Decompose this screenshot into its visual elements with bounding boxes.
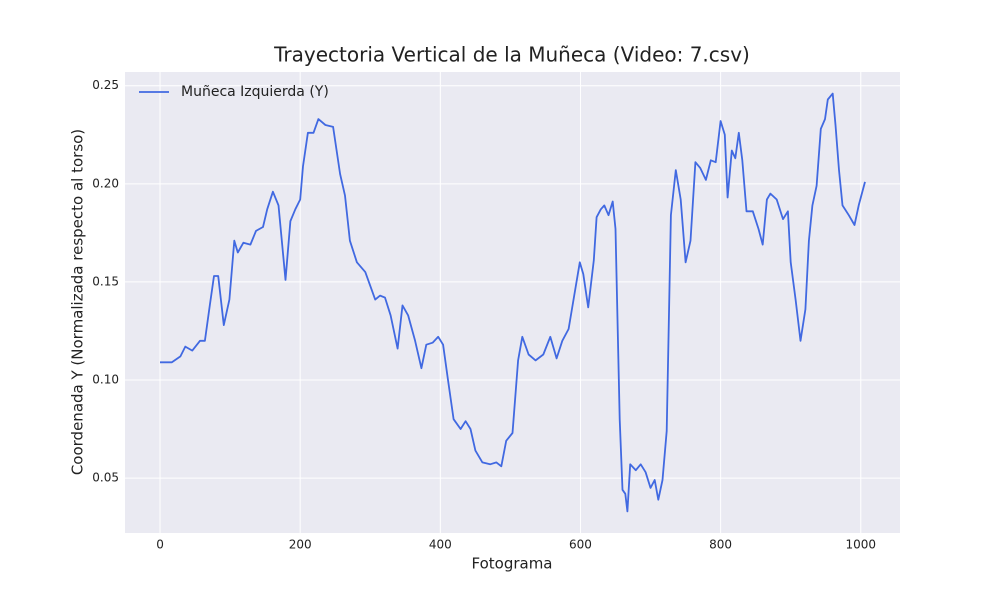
plot-area [125, 72, 900, 533]
y-tick-label: 0.25 [92, 78, 119, 92]
y-tick-label: 0.10 [92, 372, 119, 386]
y-tick-label: 0.05 [92, 471, 119, 485]
y-tick-label: 0.20 [92, 176, 119, 190]
x-axis-label: Fotograma [471, 555, 552, 573]
x-tick-label: 200 [289, 538, 312, 552]
legend-label: Muñeca Izquierda (Y) [181, 84, 329, 100]
y-axis-label: Coordenada Y (Normalizada respecto al to… [69, 129, 87, 475]
x-tick-label: 1000 [845, 538, 876, 552]
data-line [160, 92, 866, 513]
x-tick-label: 400 [429, 538, 452, 552]
x-tick-label: 0 [156, 538, 164, 552]
chart-title: Trayectoria Vertical de la Muñeca (Video… [273, 43, 750, 67]
y-tick-label: 0.15 [92, 274, 119, 288]
x-tick-label: 600 [569, 538, 592, 552]
x-tick-label: 800 [709, 538, 732, 552]
